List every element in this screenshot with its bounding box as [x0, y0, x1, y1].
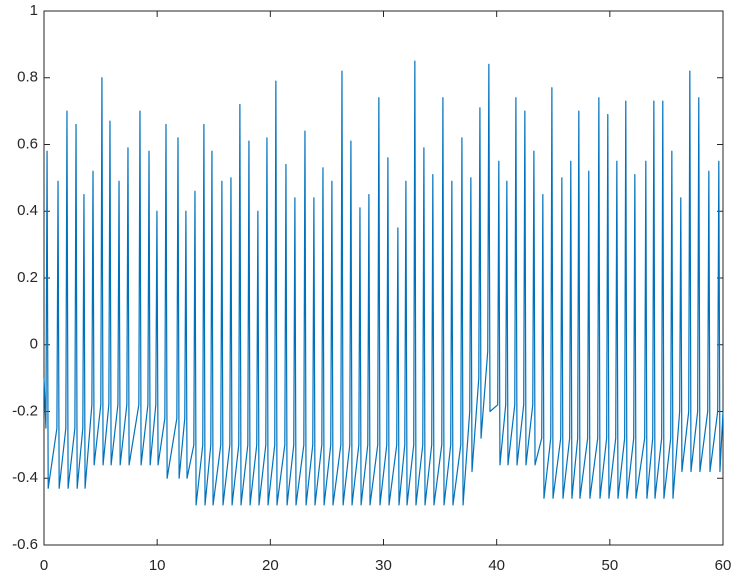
x-tick-label: 30 — [375, 557, 392, 574]
x-tick-label: 10 — [149, 557, 166, 574]
y-tick-label: 0.6 — [17, 135, 38, 152]
y-tick-label: -0.6 — [12, 536, 38, 553]
y-tick-label: -0.2 — [12, 402, 38, 419]
x-tick-label: 40 — [488, 557, 505, 574]
x-tick-label: 20 — [262, 557, 279, 574]
y-tick-label: 0.4 — [17, 202, 38, 219]
signal-line — [43, 60, 724, 506]
y-tick-label: 1 — [30, 2, 38, 19]
y-tick-label: 0.8 — [17, 69, 38, 86]
x-tick-label: 0 — [40, 557, 48, 574]
x-tick-label: 60 — [715, 557, 732, 574]
y-tick-label: 0.2 — [17, 269, 38, 286]
y-tick-label: -0.4 — [12, 469, 38, 486]
x-tick-label: 50 — [601, 557, 618, 574]
y-tick-label: 0 — [30, 336, 38, 353]
